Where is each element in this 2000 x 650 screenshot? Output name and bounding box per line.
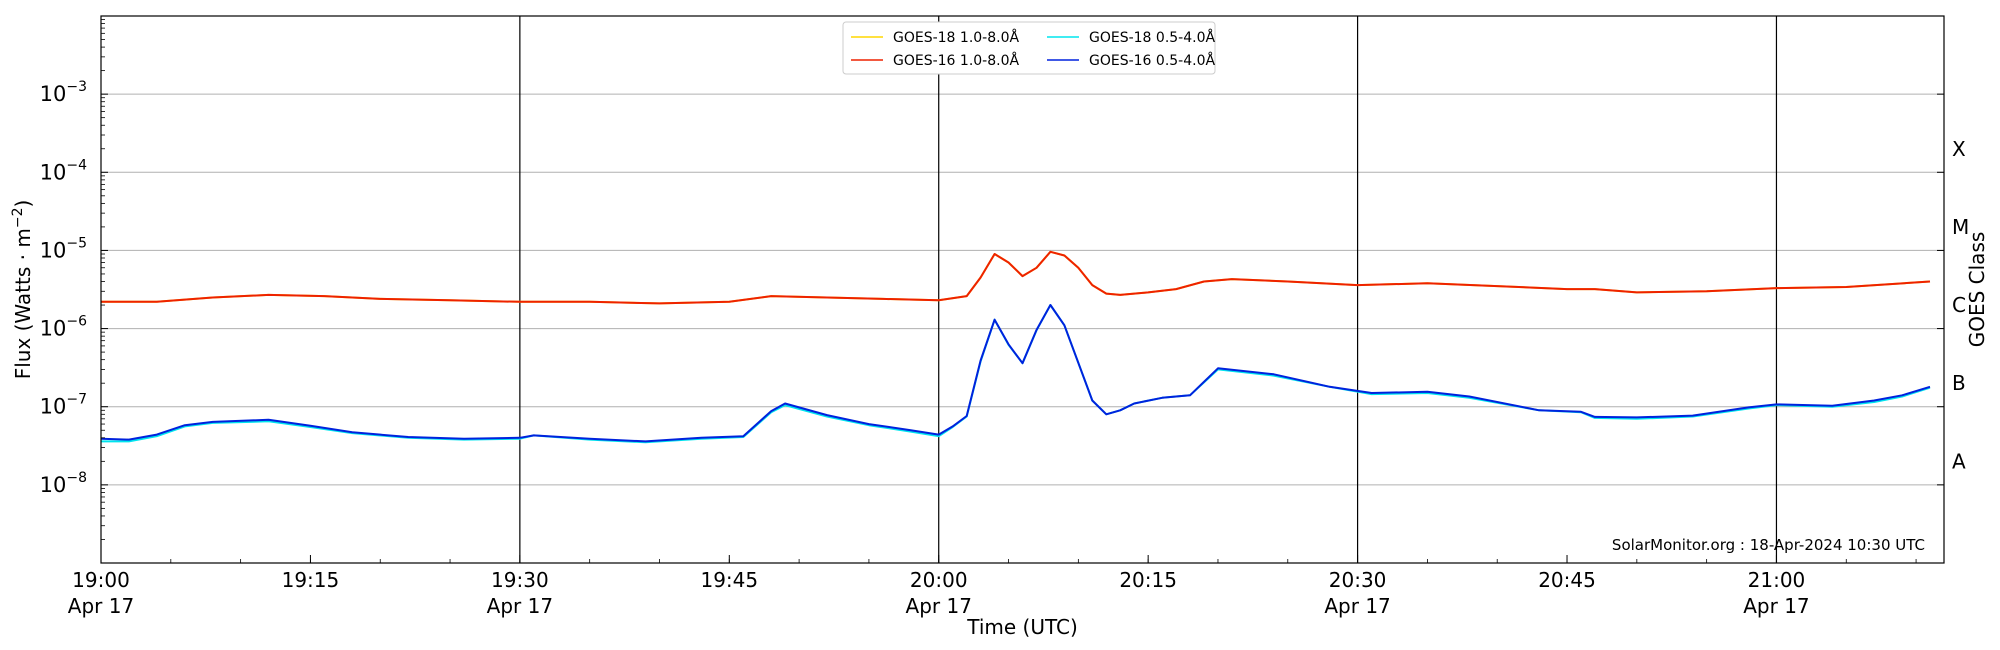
source-annotation: SolarMonitor.org : 18-Apr-2024 10:30 UTC xyxy=(1612,536,1925,554)
y-axis-label-close: ) xyxy=(11,200,35,208)
y-tick-exponent: −5 xyxy=(66,235,87,251)
goes-class-b: B xyxy=(1952,371,1966,395)
x-tick-label: 20:45 xyxy=(1538,568,1596,592)
goes-class-c: C xyxy=(1952,293,1966,317)
y-tick-mantissa: 10 xyxy=(40,473,67,497)
goes-class-labels: A B C M X xyxy=(1952,137,1969,474)
x-tick-label: 20:00 xyxy=(910,568,968,592)
x-tick-date: Apr 17 xyxy=(1324,594,1390,618)
y-tick-labels: 10−810−710−610−510−410−3 xyxy=(40,79,87,497)
y-axis-label-exp: −2 xyxy=(10,208,26,229)
y-axis-label: Flux (Watts · m−2) xyxy=(10,200,35,380)
x-tick-label: 20:30 xyxy=(1329,568,1387,592)
y-tick-mantissa: 10 xyxy=(40,395,67,419)
x-tick-label: 21:00 xyxy=(1748,568,1806,592)
legend: GOES-18 1.0-8.0Å GOES-16 1.0-8.0Å GOES-18 … xyxy=(842,21,1216,75)
x-tick-label: 19:00 xyxy=(72,568,130,592)
x-tick-label: 19:30 xyxy=(491,568,549,592)
legend-label: GOES-16 0.5-4.0Å xyxy=(1089,52,1215,69)
x-tick-date: Apr 17 xyxy=(68,594,134,618)
grid xyxy=(101,93,1944,486)
y-tick-exponent: −6 xyxy=(66,314,87,330)
y-tick-label: 10−7 xyxy=(40,392,87,419)
x-tick-label: 19:45 xyxy=(700,568,758,592)
y-tick-mantissa: 10 xyxy=(40,160,67,184)
x-tick-label: 19:15 xyxy=(282,568,340,592)
y-tick-mantissa: 10 xyxy=(40,238,67,262)
y-tick-label: 10−4 xyxy=(40,157,87,184)
x-tick-label: 20:15 xyxy=(1119,568,1177,592)
legend-label: GOES-16 1.0-8.0Å xyxy=(893,52,1019,69)
y-tick-mantissa: 10 xyxy=(40,82,67,106)
goes-class-axis-label: GOES Class xyxy=(1965,232,1989,348)
vertical-time-markers xyxy=(519,16,1778,563)
y-tick-label: 10−8 xyxy=(40,470,87,497)
goes-class-m: M xyxy=(1952,215,1969,239)
x-tick-date: Apr 17 xyxy=(487,594,553,618)
legend-label: GOES-18 0.5-4.0Å xyxy=(1089,29,1215,46)
x-tick-date: Apr 17 xyxy=(906,594,972,618)
plot-frame xyxy=(101,16,1944,563)
y-tick-exponent: −8 xyxy=(66,470,87,486)
y-tick-exponent: −4 xyxy=(66,157,87,173)
y-tick-mantissa: 10 xyxy=(40,317,67,341)
y-tick-label: 10−6 xyxy=(40,314,87,341)
series-lines xyxy=(100,250,1931,444)
legend-box xyxy=(842,21,1216,75)
axis-ticks xyxy=(100,15,1944,564)
series-line-2 xyxy=(101,250,1931,305)
goes-class-x: X xyxy=(1952,137,1966,161)
series-line-4 xyxy=(100,304,1931,443)
x-axis-label: Time (UTC) xyxy=(966,615,1078,639)
plot-area xyxy=(101,16,1944,563)
x-tick-date: Apr 17 xyxy=(1743,594,1809,618)
y-axis-label-text: Flux (Watts · m xyxy=(11,228,35,379)
goes-class-a: A xyxy=(1952,449,1966,473)
y-tick-exponent: −3 xyxy=(66,79,87,95)
legend-label: GOES-18 1.0-8.0Å xyxy=(893,29,1019,46)
y-tick-exponent: −7 xyxy=(66,392,87,408)
y-tick-label: 10−3 xyxy=(40,79,87,106)
plot-border xyxy=(100,15,1945,564)
y-tick-label: 10−5 xyxy=(40,235,87,262)
